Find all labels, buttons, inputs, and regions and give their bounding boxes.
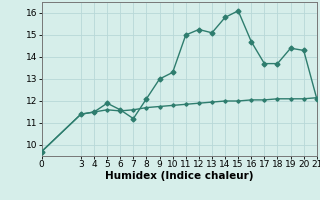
X-axis label: Humidex (Indice chaleur): Humidex (Indice chaleur) [105,171,253,181]
